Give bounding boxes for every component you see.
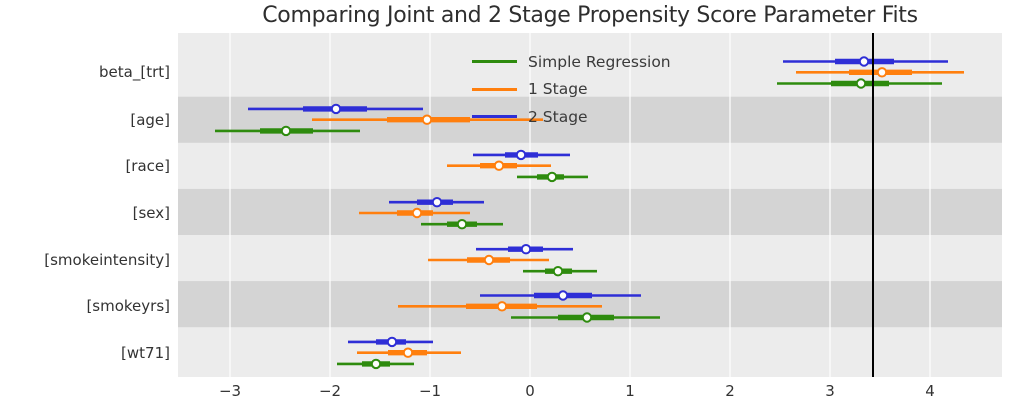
- x-tick-label: −3: [218, 382, 242, 400]
- x-tick-label: 4: [925, 382, 935, 400]
- x-tick-label: 2: [725, 382, 735, 400]
- legend-label: 1 Stage: [528, 80, 588, 99]
- x-tick-label: −1: [418, 382, 442, 400]
- point-estimate-marker: [431, 197, 443, 208]
- point-estimate-marker: [552, 266, 564, 277]
- y-axis-label: [smokeintensity]: [44, 251, 170, 269]
- point-estimate-marker: [557, 290, 569, 301]
- legend-item: Simple Regression: [472, 48, 671, 76]
- y-axis-label: beta_[trt]: [99, 63, 170, 82]
- y-axis-label: [race]: [125, 156, 170, 175]
- chart-title: Comparing Joint and 2 Stage Propensity S…: [262, 3, 918, 28]
- legend-line-sample: [472, 60, 517, 64]
- point-estimate-marker: [493, 160, 505, 171]
- legend-line-sample: [472, 115, 517, 119]
- legend-item: 2 Stage: [472, 103, 671, 131]
- point-estimate-marker: [515, 149, 527, 161]
- point-estimate-marker: [456, 219, 468, 230]
- y-axis-label: [age]: [130, 110, 170, 129]
- point-estimate-marker: [546, 171, 558, 183]
- point-estimate-marker: [581, 312, 593, 323]
- point-estimate-marker: [483, 254, 495, 266]
- legend-label: 2 Stage: [528, 107, 588, 126]
- point-estimate-marker: [876, 67, 888, 78]
- legend-item: 1 Stage: [472, 76, 671, 104]
- x-tick-label: −2: [318, 382, 342, 400]
- point-estimate-marker: [386, 336, 398, 348]
- point-estimate-marker: [421, 114, 433, 125]
- point-estimate-marker: [280, 125, 292, 137]
- point-estimate-marker: [855, 78, 867, 89]
- y-axis-label: [wt71]: [121, 343, 170, 362]
- point-estimate-marker: [411, 207, 423, 219]
- legend-label: Simple Regression: [528, 52, 671, 71]
- plot-area: [178, 33, 1002, 377]
- row-band: [178, 188, 1002, 235]
- point-estimate-marker: [402, 347, 414, 358]
- x-tick-label: 1: [625, 382, 635, 400]
- x-tick-label: 3: [825, 382, 835, 400]
- point-estimate-marker: [330, 103, 342, 115]
- point-estimate-marker: [858, 56, 870, 67]
- y-axis-label: [sex]: [132, 204, 170, 222]
- x-tick-label: 0: [525, 382, 535, 400]
- point-estimate-marker: [370, 358, 382, 370]
- point-estimate-marker: [520, 244, 532, 255]
- legend-line-sample: [472, 87, 517, 91]
- legend: Simple Regression 1 Stage 2 Stage: [472, 48, 671, 131]
- y-axis-label: [smokeyrs]: [86, 297, 170, 316]
- point-estimate-marker: [496, 301, 508, 312]
